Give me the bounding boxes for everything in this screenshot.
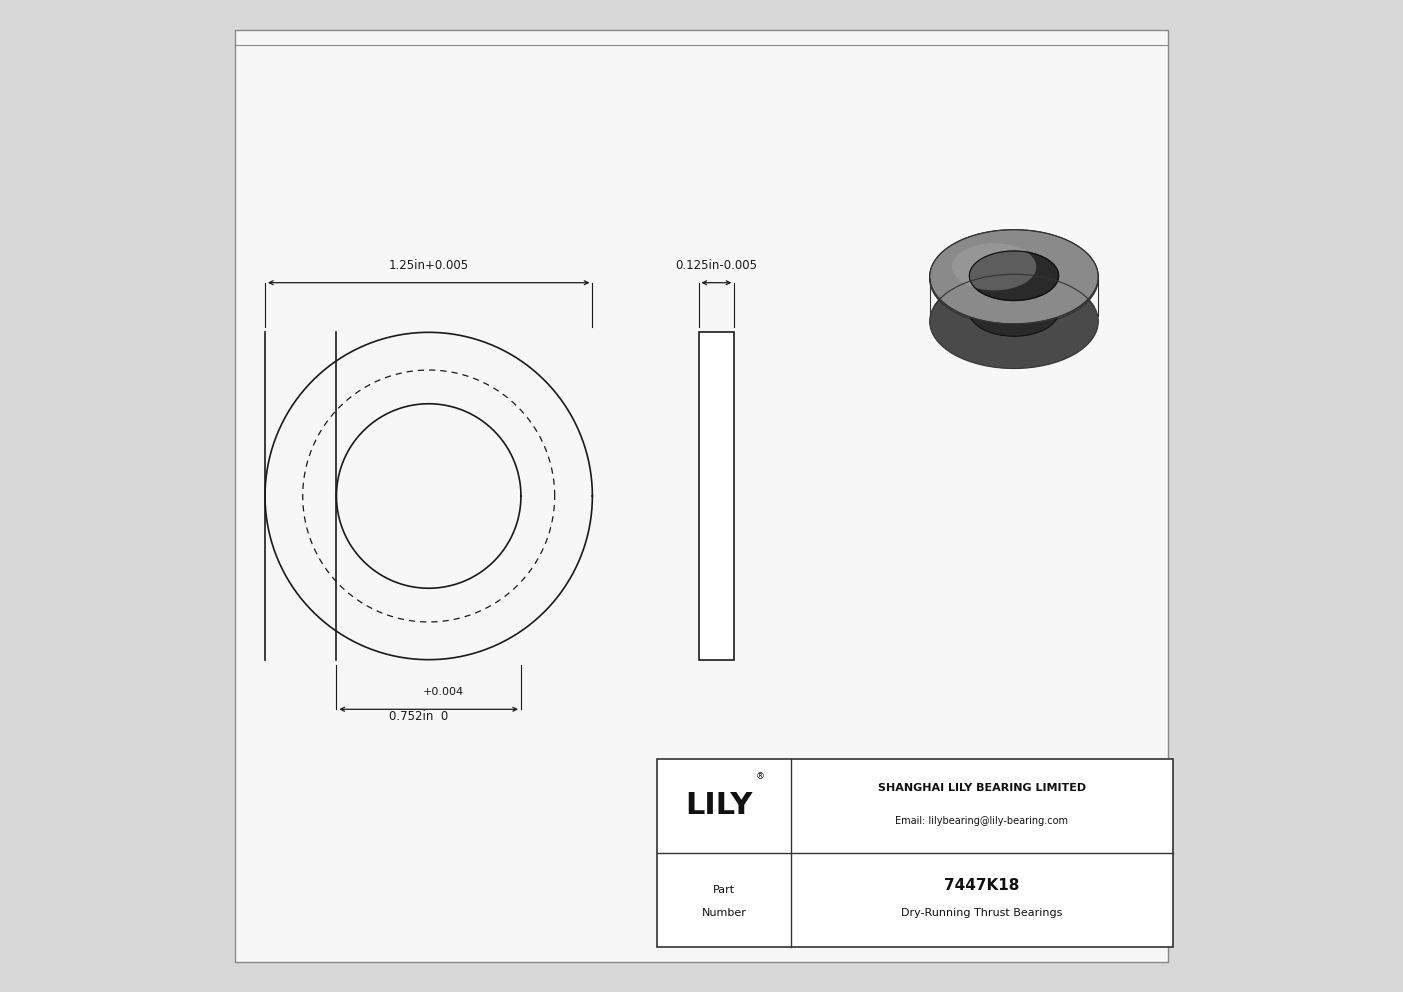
Ellipse shape — [969, 251, 1059, 301]
Text: Number: Number — [702, 908, 746, 919]
Text: LILY: LILY — [685, 792, 752, 820]
Text: Email: lilybearing@lily-bearing.com: Email: lilybearing@lily-bearing.com — [895, 815, 1068, 826]
Bar — [657, 759, 1173, 947]
Ellipse shape — [930, 230, 1099, 323]
Text: 0.125in-0.005: 0.125in-0.005 — [675, 259, 758, 272]
Text: 1.25in+0.005: 1.25in+0.005 — [389, 259, 469, 272]
Text: SHANGHAI LILY BEARING LIMITED: SHANGHAI LILY BEARING LIMITED — [878, 783, 1086, 794]
Ellipse shape — [953, 243, 1037, 291]
Text: +0.004: +0.004 — [424, 687, 464, 697]
Ellipse shape — [930, 275, 1099, 369]
Text: Part: Part — [713, 885, 735, 896]
Text: ®: ® — [756, 772, 765, 781]
Ellipse shape — [969, 287, 1059, 336]
Text: 0.752in  0: 0.752in 0 — [389, 710, 449, 723]
Bar — [699, 332, 734, 660]
Ellipse shape — [930, 232, 1099, 326]
Text: 7447K18: 7447K18 — [944, 878, 1020, 893]
Text: Dry-Running Thrust Bearings: Dry-Running Thrust Bearings — [901, 908, 1062, 919]
